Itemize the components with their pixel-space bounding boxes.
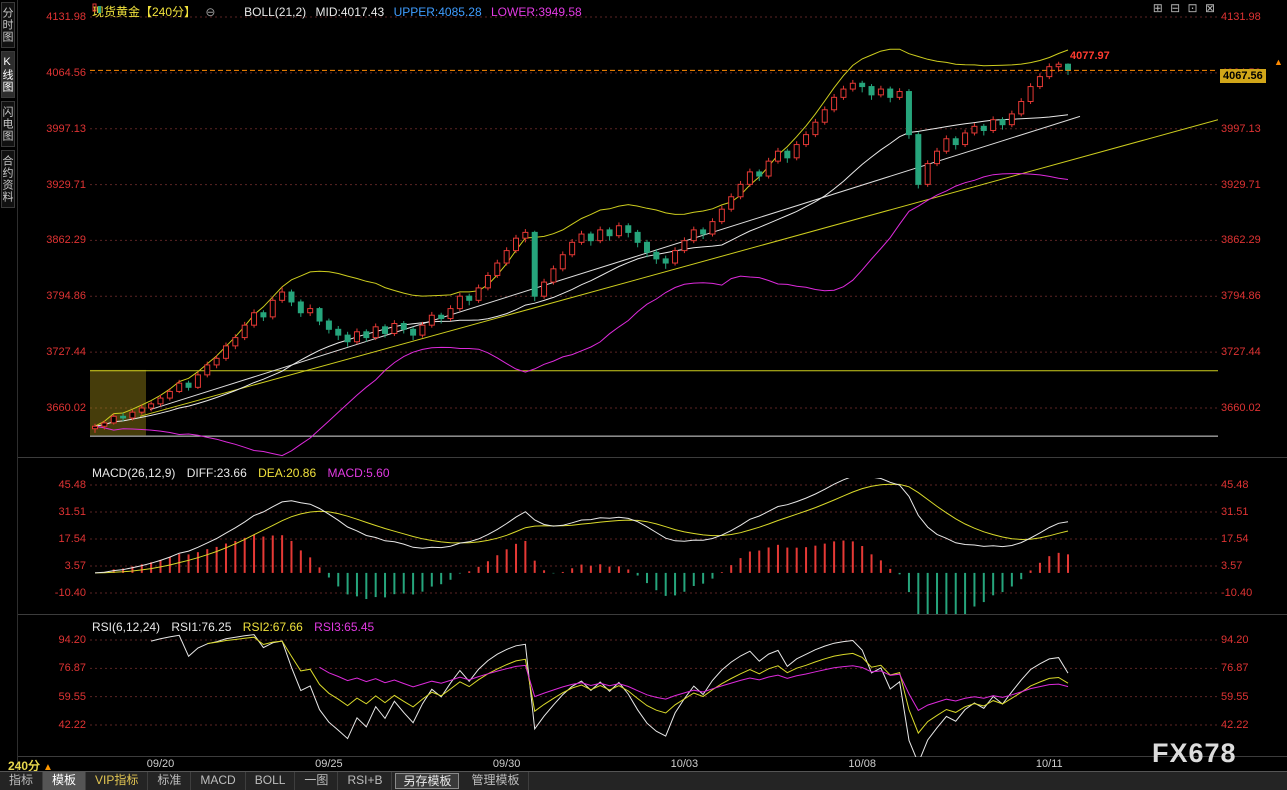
boll-lower-value: LOWER:3949.58 bbox=[490, 5, 582, 19]
price-axis-label-left: 3862.29 bbox=[46, 234, 86, 247]
macd-axis-label-left: 31.51 bbox=[58, 506, 86, 518]
candlestick-icon bbox=[92, 3, 235, 18]
price-axis-label-left: 4131.98 bbox=[46, 11, 86, 23]
date-axis-label: 10/11 bbox=[1035, 758, 1063, 770]
rsi-axis-label-right: 59.55 bbox=[1221, 690, 1249, 703]
sidebar-tab-3[interactable]: 闪电图 bbox=[1, 101, 15, 147]
macd-diff-value: DIFF:23.66 bbox=[186, 466, 247, 480]
macd-axis-label-left: 17.54 bbox=[58, 533, 86, 545]
toolbar-tab-9[interactable]: 另存模板 bbox=[395, 773, 460, 789]
price-axis-label-left: 3727.44 bbox=[46, 346, 86, 359]
rsi-axis-label-left: 76.87 bbox=[58, 662, 86, 675]
rsi-axis-label-right: 94.20 bbox=[1221, 634, 1249, 646]
rsi-axis-label-right: 76.87 bbox=[1221, 662, 1249, 675]
macd-axis-label-left: -10.40 bbox=[54, 587, 86, 599]
rsi1-value: RSI1:76.25 bbox=[171, 620, 232, 634]
price-axis-label-right: 3997.13 bbox=[1221, 122, 1261, 135]
price-axis-label-right: 4131.98 bbox=[1221, 11, 1261, 23]
price-axis-label-left: 3660.02 bbox=[46, 402, 86, 414]
rsi3-value: RSI3:65.45 bbox=[314, 620, 375, 634]
period-label[interactable]: 240分 ▲ bbox=[8, 757, 53, 774]
tile-horizontal-icon[interactable]: ⊟ bbox=[1170, 1, 1183, 15]
tile-grid-icon[interactable]: ⊠ bbox=[1204, 1, 1217, 15]
price-axis-label-right: 3660.02 bbox=[1221, 402, 1261, 414]
layout-icon-group: ⊞ ⊟ ⊡ ⊠ bbox=[1153, 1, 1217, 15]
period-arrow-icon: ▲ bbox=[43, 762, 53, 773]
macd-axis-label-right: 17.54 bbox=[1221, 533, 1249, 545]
current-price-tag: 4067.56 bbox=[1220, 69, 1266, 83]
rsi-axis-label-left: 59.55 bbox=[58, 690, 86, 703]
date-axis-label: 09/30 bbox=[492, 758, 521, 770]
date-axis-label: 10/03 bbox=[670, 758, 699, 770]
sidebar: 分时图 K线图闪电图合约资料 bbox=[0, 0, 18, 771]
macd-axis-label-right: -10.40 bbox=[1221, 587, 1253, 599]
macd-header: MACD(26,12,9) DIFF:23.66 DEA:20.86 MACD:… bbox=[92, 466, 398, 480]
macd-label: MACD(26,12,9) bbox=[92, 466, 176, 480]
toolbar-tab-5[interactable]: MACD bbox=[191, 772, 246, 790]
rsi-header: RSI(6,12,24) RSI1:76.25 RSI2:67.66 RSI3:… bbox=[92, 620, 382, 634]
chart-title-row: 现货黄金【240分】 ⊖ BOLL(21,2) MID:4017.43 UPPE… bbox=[92, 3, 588, 19]
boll-mid-value: MID:4017.43 bbox=[315, 5, 385, 19]
toolbar-tab-3[interactable]: VIP指标 bbox=[86, 772, 149, 790]
rsi-axis-label-left: 42.22 bbox=[58, 718, 86, 731]
price-axis-label-left: 3997.13 bbox=[46, 122, 86, 135]
date-axis-label: 10/08 bbox=[848, 758, 876, 770]
macd-axis-label-right: 31.51 bbox=[1221, 506, 1249, 518]
macd-macd-value: MACD:5.60 bbox=[327, 466, 390, 480]
toolbar-tab-10[interactable]: 管理模板 bbox=[462, 772, 530, 790]
macd-axis-label-left: 3.57 bbox=[64, 560, 86, 572]
tile-quad-icon[interactable]: ⊞ bbox=[1152, 1, 1165, 15]
price-axis-label-left: 3794.86 bbox=[46, 290, 86, 303]
date-axis-label: 09/20 bbox=[146, 758, 175, 770]
rsi-label: RSI(6,12,24) bbox=[92, 620, 161, 634]
rsi-axis-label-left: 94.20 bbox=[58, 634, 86, 646]
toolbar-tab-8[interactable]: RSI+B bbox=[338, 772, 393, 790]
price-axis-label-left: 4064.56 bbox=[46, 66, 86, 79]
price-axis-label-right: 3929.71 bbox=[1221, 178, 1261, 191]
price-axis-label-right: 3862.29 bbox=[1221, 234, 1261, 247]
price-axis-label-left: 3929.71 bbox=[46, 178, 86, 191]
rsi2-value: RSI2:67.66 bbox=[242, 620, 303, 634]
sidebar-tab-4[interactable]: 合约资料 bbox=[1, 150, 15, 208]
current-price-arrow-icon: ▲ bbox=[1274, 57, 1283, 67]
boll-label: BOLL(21,2) bbox=[244, 5, 307, 19]
watermark: FX678 bbox=[1152, 738, 1237, 768]
macd-axis-label-left: 45.48 bbox=[58, 479, 86, 491]
price-axis-label-right: 3727.44 bbox=[1221, 346, 1261, 359]
period-text: 240分 bbox=[8, 759, 41, 773]
tile-single-icon[interactable]: ⊡ bbox=[1187, 1, 1200, 15]
boll-upper-value: UPPER:4085.28 bbox=[393, 5, 482, 19]
macd-dea-value: DEA:20.86 bbox=[258, 466, 317, 480]
toolbar-tab-2[interactable]: 模板 bbox=[43, 772, 87, 790]
sidebar-tab-2[interactable]: K线图 bbox=[1, 51, 15, 98]
symbol-title: 现货黄金【240分】 bbox=[92, 5, 197, 19]
toolbar-tab-1[interactable]: 指标 bbox=[0, 772, 44, 790]
bottom-toolbar: 指标 模板 VIP指标 标准 MACD BOLL 一图 RSI+B 另存模板 管理模板 bbox=[0, 771, 1287, 790]
rsi-axis-label-right: 42.22 bbox=[1221, 718, 1249, 731]
macd-axis-label-right: 45.48 bbox=[1221, 479, 1249, 491]
sidebar-tab-1[interactable]: 分时图 bbox=[1, 2, 15, 48]
recent-high-label: 4077.97 bbox=[1070, 50, 1110, 62]
collapse-icon[interactable]: ⊖ bbox=[205, 5, 216, 19]
price-axis-label-right: 3794.86 bbox=[1221, 290, 1261, 303]
toolbar-tab-7[interactable]: 一图 bbox=[295, 772, 339, 790]
macd-axis-label-right: 3.57 bbox=[1221, 560, 1243, 572]
toolbar-tab-6[interactable]: BOLL bbox=[246, 772, 296, 790]
toolbar-tab-4[interactable]: 标准 bbox=[148, 772, 192, 790]
date-axis-label: 09/25 bbox=[315, 758, 343, 770]
